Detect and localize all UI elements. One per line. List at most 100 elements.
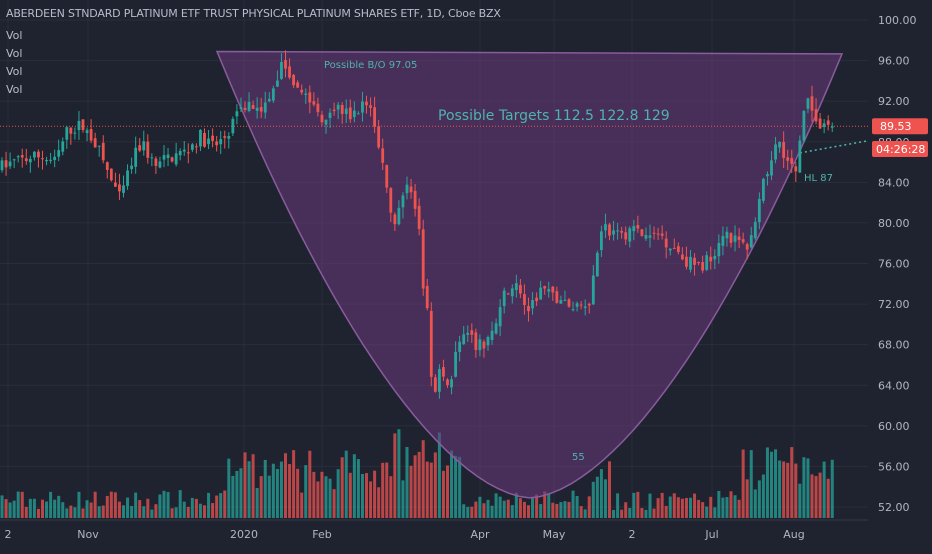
volume-bar-76: [308, 450, 312, 518]
volume-bar-181: [733, 495, 737, 518]
volume-bar-64: [259, 476, 263, 518]
volume-bar-27: [109, 491, 113, 518]
candle-139: [563, 290, 567, 302]
candle-18: [73, 127, 77, 140]
candle-110: [446, 378, 449, 388]
candle-63: [255, 97, 259, 119]
candle-70: [284, 50, 287, 78]
volume-bar-11: [45, 501, 49, 518]
candle-112: [454, 341, 457, 378]
volume-bar-14: [57, 495, 61, 518]
candle-65: [263, 91, 267, 119]
candle-9: [37, 149, 40, 168]
time-axis[interactable]: 2 Nov 2020 Feb Apr May 2 Jul Aug: [0, 519, 868, 541]
volume-bar-5: [20, 491, 24, 518]
candle-46: [186, 143, 190, 164]
candle-175: [709, 246, 713, 270]
candle-66: [267, 92, 271, 103]
candle-35: [142, 130, 146, 156]
candle-199: [806, 97, 810, 114]
volume-bar-32: [130, 506, 134, 518]
candle-94: [381, 138, 385, 170]
volume-bar-188: [761, 474, 765, 518]
candle-68: [276, 70, 279, 88]
candle-124: [502, 287, 506, 314]
volume-bar-156: [632, 492, 636, 518]
candle-146: [591, 265, 595, 305]
volume-bar-125: [506, 499, 510, 518]
candle-77: [312, 92, 316, 107]
higher-low-trendline: [799, 139, 869, 154]
volume-bar-33: [134, 492, 138, 518]
candle-55: [223, 130, 227, 149]
volume-bar-62: [251, 454, 255, 518]
volume-bar-193: [782, 461, 786, 518]
volume-bar-159: [644, 509, 648, 518]
price-axis[interactable]: 52.00 56.00 60.00 64.00 68.00 72.00 76.00 80.00…: [878, 14, 917, 514]
volume-bar-54: [219, 493, 223, 518]
volume-bar-84: [340, 457, 344, 518]
candle-40: [162, 144, 166, 168]
y-tick-label-2: 60.00: [878, 420, 910, 433]
candle-76: [308, 85, 312, 114]
candle-120: [486, 335, 490, 351]
candle-0: [0, 157, 4, 173]
volume-bar-147: [595, 476, 599, 518]
candle-98: [397, 200, 401, 226]
volume-bar-142: [575, 495, 579, 518]
candle-135: [547, 281, 551, 298]
volume-bar-41: [166, 492, 170, 518]
volume-bar-183: [741, 449, 745, 518]
candle-91: [369, 97, 372, 117]
volume-bar-93: [377, 487, 381, 518]
candle-99: [401, 192, 405, 219]
volume-bar-104: [421, 440, 425, 518]
x-tick-label-5: May: [543, 528, 566, 541]
volume-bar-138: [559, 502, 563, 518]
candle-169: [685, 246, 688, 270]
candle-48: [195, 143, 198, 154]
candle-81: [328, 108, 332, 129]
volume-bar-100: [405, 446, 409, 518]
volume-bar-139: [563, 501, 567, 518]
volume-bar-9: [36, 508, 40, 518]
volume-bar-85: [344, 450, 348, 518]
volume-bar-180: [729, 491, 733, 518]
volume-bar-15: [61, 502, 65, 518]
candle-170: [689, 249, 692, 273]
candle-103: [417, 198, 421, 236]
candle-47: [190, 142, 194, 153]
volume-bar-184: [745, 479, 749, 518]
candle-132: [535, 292, 538, 307]
candle-155: [628, 226, 632, 248]
candle-51: [207, 129, 210, 150]
volume-bar-153: [620, 509, 624, 518]
volume-bar-160: [648, 493, 652, 518]
volume-bar-178: [721, 497, 725, 518]
candle-82: [332, 102, 336, 116]
volume-bar-61: [247, 461, 251, 518]
candle-106: [429, 302, 433, 387]
candle-2: [8, 152, 12, 169]
volume-bar-70: [284, 453, 287, 518]
volume-bar-21: [85, 500, 89, 518]
volume-bar-73: [296, 468, 300, 518]
volume-bar-129: [522, 501, 526, 518]
volume-bar-56: [227, 458, 231, 518]
volume-bar-52: [211, 503, 215, 518]
volume-bar-148: [599, 469, 603, 518]
volume-bar-81: [328, 478, 332, 518]
volume-legend-1: Vol: [6, 29, 23, 42]
x-tick-label-3: Feb: [312, 528, 331, 541]
candle-72: [292, 73, 295, 89]
volume-bar-167: [676, 497, 680, 518]
candle-36: [146, 134, 150, 164]
volume-bar-116: [470, 506, 474, 518]
volume-bar-75: [304, 465, 308, 518]
candle-93: [377, 119, 381, 150]
candle-4: [16, 154, 20, 163]
volume-bar-39: [158, 494, 162, 518]
volume-bar-7: [28, 498, 32, 518]
